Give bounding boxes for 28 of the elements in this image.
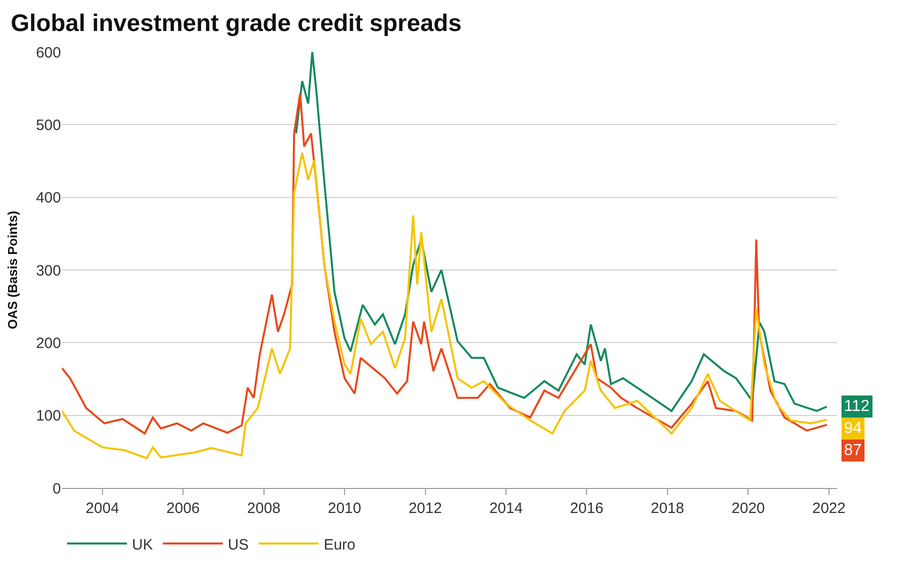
- legend-label: UK: [132, 536, 153, 554]
- y-tick-label: 400: [36, 190, 61, 207]
- line-series: [62, 92, 828, 434]
- line-series: [62, 152, 828, 460]
- y-tick-label: 100: [36, 408, 61, 425]
- y-tick-label: 600: [36, 44, 61, 62]
- legend-label: Euro: [324, 536, 356, 554]
- x-tick-label: 2004: [86, 500, 120, 517]
- y-tick-label: 500: [36, 116, 61, 134]
- y-tick-label: 0: [52, 480, 61, 498]
- x-tick-label: 2012: [408, 500, 442, 517]
- x-tick-label: 2008: [247, 500, 281, 517]
- data-label: 87: [844, 442, 862, 459]
- data-label: 94: [844, 420, 862, 437]
- x-tick-label: 2020: [732, 500, 765, 517]
- line-series: [295, 52, 828, 412]
- x-tick-label: 2010: [328, 500, 362, 517]
- data-label: 112: [844, 398, 870, 415]
- x-tick-label: 2006: [166, 500, 200, 517]
- x-tick-label: 2018: [650, 500, 684, 517]
- x-tick-label: 2016: [570, 500, 604, 517]
- y-axis-title: OAS (Basis Points): [4, 210, 20, 330]
- x-tick-label: 2014: [489, 500, 523, 517]
- legend-label: US: [228, 536, 249, 554]
- y-tick-label: 200: [36, 334, 61, 352]
- x-tick-label: 2022: [812, 500, 846, 517]
- chart-title: Global investment grade credit spreads: [10, 10, 462, 38]
- y-tick-label: 300: [36, 262, 61, 280]
